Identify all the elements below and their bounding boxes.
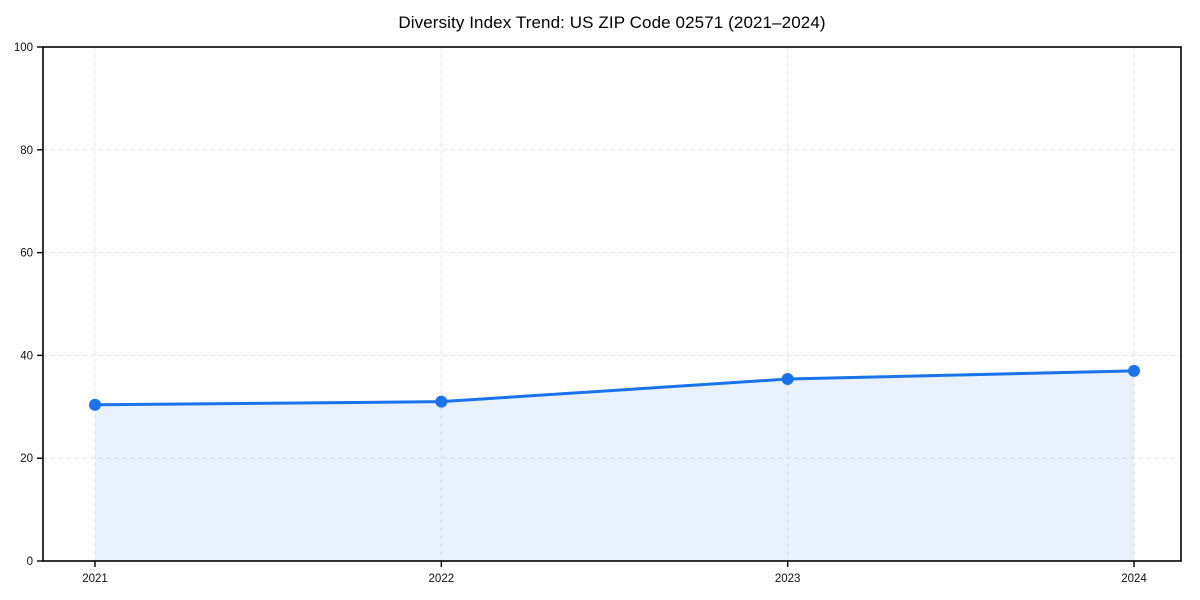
series-area-fill bbox=[95, 370, 1134, 561]
x-tick-label: 2022 bbox=[429, 573, 455, 585]
y-tick-label: 80 bbox=[20, 145, 33, 157]
y-tick-label: 20 bbox=[20, 453, 33, 465]
y-tick-label: 100 bbox=[14, 42, 33, 54]
x-tick-label: 2023 bbox=[775, 573, 801, 585]
y-tick-label: 0 bbox=[27, 556, 33, 568]
x-tick-label: 2021 bbox=[82, 573, 108, 585]
y-tick-label: 60 bbox=[20, 248, 33, 260]
x-tick-label: 2024 bbox=[1121, 573, 1147, 585]
chart-title: Diversity Index Trend: US ZIP Code 02571… bbox=[398, 13, 826, 32]
data-point-2022 bbox=[435, 395, 448, 408]
y-tick-label: 40 bbox=[20, 350, 33, 362]
plot-area bbox=[43, 47, 1181, 561]
series-line bbox=[93, 369, 1136, 407]
data-point-2021 bbox=[89, 398, 101, 411]
data-point-2023 bbox=[781, 373, 794, 386]
data-point-2024 bbox=[1128, 364, 1140, 377]
plot-frame bbox=[42, 46, 1182, 562]
